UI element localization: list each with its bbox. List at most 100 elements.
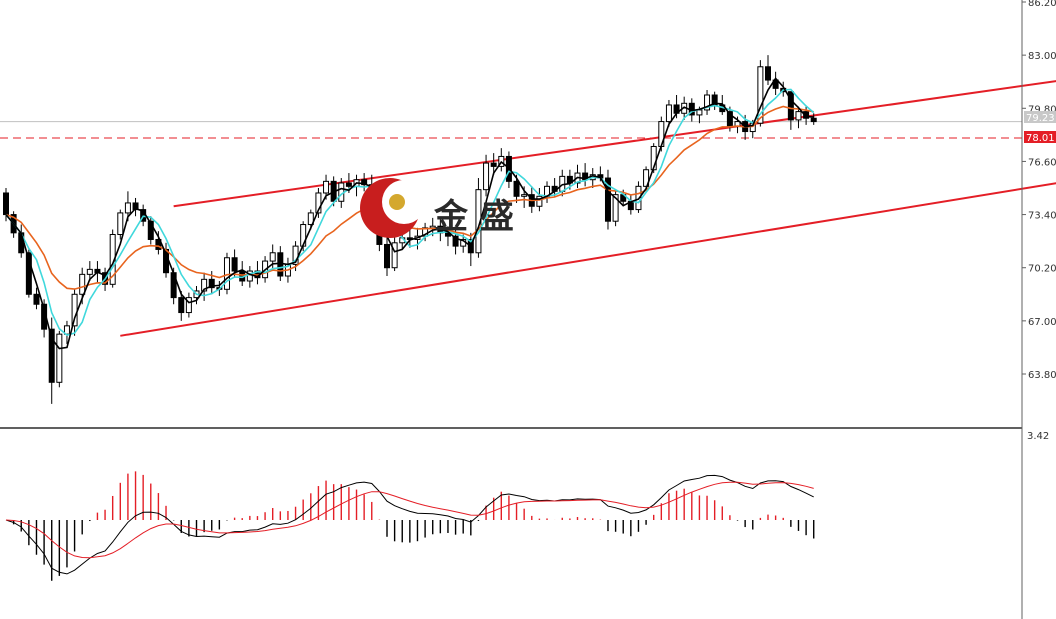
candle <box>155 231 162 255</box>
candle <box>544 181 551 203</box>
candle <box>86 261 93 281</box>
candle-body <box>384 243 390 269</box>
candle-body <box>33 293 40 305</box>
candle <box>147 216 154 245</box>
candle <box>391 234 398 272</box>
price-axis: 86.20 83.00 79.80 76.60 73.40 70.20 67.00 63.80 <box>1022 0 1056 381</box>
price-tags: 79.23 78.01 <box>1024 111 1056 144</box>
candle-body <box>178 297 185 314</box>
candle-body <box>185 297 192 314</box>
candle <box>315 188 322 218</box>
candle <box>132 197 139 217</box>
candle-body <box>391 242 398 269</box>
candle <box>223 252 230 295</box>
candle-body <box>323 180 330 194</box>
price-axis-tick-label: 67.00 <box>1028 317 1056 328</box>
candle-body <box>704 94 711 111</box>
candle-body <box>490 162 497 167</box>
macd-signal-line <box>5 481 814 559</box>
candle <box>361 173 368 192</box>
candle-body <box>201 278 208 292</box>
candle-body <box>223 257 230 290</box>
candle <box>772 71 779 95</box>
candle-body <box>208 278 215 289</box>
macd-panel: 3.42 <box>5 431 1049 581</box>
candle-body <box>307 212 314 226</box>
level-tag: 78.01 <box>1026 133 1055 144</box>
candle <box>604 169 611 230</box>
last-price-tag: 79.23 <box>1026 113 1055 124</box>
candle <box>239 261 246 286</box>
candle-body <box>231 257 238 272</box>
candle-body <box>79 273 86 295</box>
candle-body <box>765 66 771 81</box>
candle <box>498 148 505 172</box>
logo-text: 金 盛 <box>433 197 514 237</box>
price-panel: 金 盛 <box>0 55 1056 404</box>
price-axis-tick-label: 73.40 <box>1028 211 1056 222</box>
logo: 金 盛 <box>360 178 514 238</box>
candle <box>48 317 55 404</box>
candle-body <box>269 252 276 262</box>
candle-body <box>124 202 131 214</box>
price-axis-tick-label: 86.20 <box>1028 0 1056 9</box>
macd-tick-label: 3.42 <box>1027 431 1049 442</box>
candle-body <box>787 91 794 121</box>
macd-main-line <box>5 474 814 575</box>
candle <box>483 154 490 197</box>
candle <box>711 91 718 110</box>
candle <box>33 287 40 310</box>
price-axis-tick-label: 63.80 <box>1028 370 1056 381</box>
last-price-tag-bg <box>1024 111 1056 123</box>
candle <box>185 292 192 318</box>
price-axis-tick-label: 79.80 <box>1028 104 1056 115</box>
candle-body <box>803 111 810 119</box>
candle-body <box>536 195 543 207</box>
price-axis-tick-label: 76.60 <box>1028 157 1056 168</box>
ma-fast-line <box>5 77 814 350</box>
candle <box>117 209 124 240</box>
candle-body <box>604 177 611 222</box>
candle-body <box>795 111 802 121</box>
candle <box>269 244 276 272</box>
candle <box>765 55 771 86</box>
channel-lower-line <box>120 182 1056 337</box>
candle <box>582 163 589 187</box>
candle-body <box>117 212 124 236</box>
candle-body <box>810 117 817 123</box>
candle-body <box>345 182 352 187</box>
candle-body <box>772 79 779 89</box>
candle-body <box>147 220 154 240</box>
candle-body <box>582 172 589 181</box>
candle-body <box>612 194 619 222</box>
level-tag-bg <box>1024 131 1056 143</box>
candle <box>246 266 253 288</box>
ma-mid-line <box>5 88 815 336</box>
candle-body <box>452 235 459 247</box>
candle-body <box>277 252 284 277</box>
candle <box>56 330 63 388</box>
candle <box>627 194 634 215</box>
candle-body <box>86 268 93 275</box>
candle-body <box>48 328 55 383</box>
candle <box>490 153 497 175</box>
candle <box>795 106 802 129</box>
price-axis-tick-label: 83.00 <box>1028 51 1056 62</box>
macd-histogram <box>12 471 815 581</box>
candle <box>665 99 672 127</box>
candle-body <box>3 192 9 216</box>
candle <box>612 189 619 227</box>
candle-body <box>25 252 32 295</box>
candle-body <box>361 179 368 186</box>
candle-body <box>665 104 672 123</box>
candle-body <box>757 66 764 124</box>
logo-gold-coin <box>389 194 405 210</box>
candle <box>757 60 764 127</box>
candle-body <box>513 180 520 197</box>
candle <box>178 290 185 321</box>
candle-body <box>246 270 253 282</box>
candle <box>704 90 711 115</box>
candle <box>574 164 581 188</box>
candle-body <box>315 192 322 214</box>
